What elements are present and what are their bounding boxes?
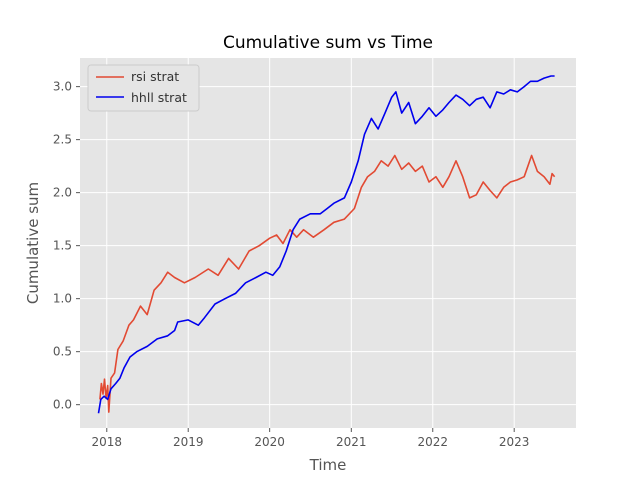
- y-tick-label: 1.5: [53, 239, 72, 253]
- plot-area: [80, 58, 576, 428]
- y-tick-label: 2.0: [53, 186, 72, 200]
- x-tick-label: 2020: [254, 435, 285, 449]
- x-tick-label: 2019: [173, 435, 204, 449]
- y-tick-label: 1.0: [53, 292, 72, 306]
- series-line-hhll-strat: [97, 75, 555, 414]
- y-tick-label: 0.5: [53, 345, 72, 359]
- x-tick-label: 2021: [336, 435, 367, 449]
- y-axis-label: Cumulative sum: [24, 182, 42, 304]
- grid-lines: [80, 58, 576, 428]
- legend-label-hhll-strat: hhll strat: [131, 90, 187, 105]
- y-tick-label: 2.5: [53, 133, 72, 147]
- x-tick-label: 2022: [417, 435, 448, 449]
- series-lines: [97, 75, 556, 414]
- chart-title: Cumulative sum vs Time: [223, 33, 433, 53]
- series-line-rsi-strat: [99, 154, 556, 413]
- legend: rsi strat hhll strat: [87, 64, 200, 112]
- legend-label-rsi-strat: rsi strat: [131, 69, 179, 84]
- x-tick-label: 2023: [499, 435, 530, 449]
- y-tick-label: 0.0: [53, 398, 72, 412]
- x-axis-label: Time: [309, 456, 347, 474]
- y-tick-label: 3.0: [53, 80, 72, 94]
- x-tick-label: 2018: [92, 435, 123, 449]
- tick-labels: 0.0 0.5 1.0 1.5 2.0 2.5 3.0 2018 2019 2020 2021 202…: [53, 80, 530, 449]
